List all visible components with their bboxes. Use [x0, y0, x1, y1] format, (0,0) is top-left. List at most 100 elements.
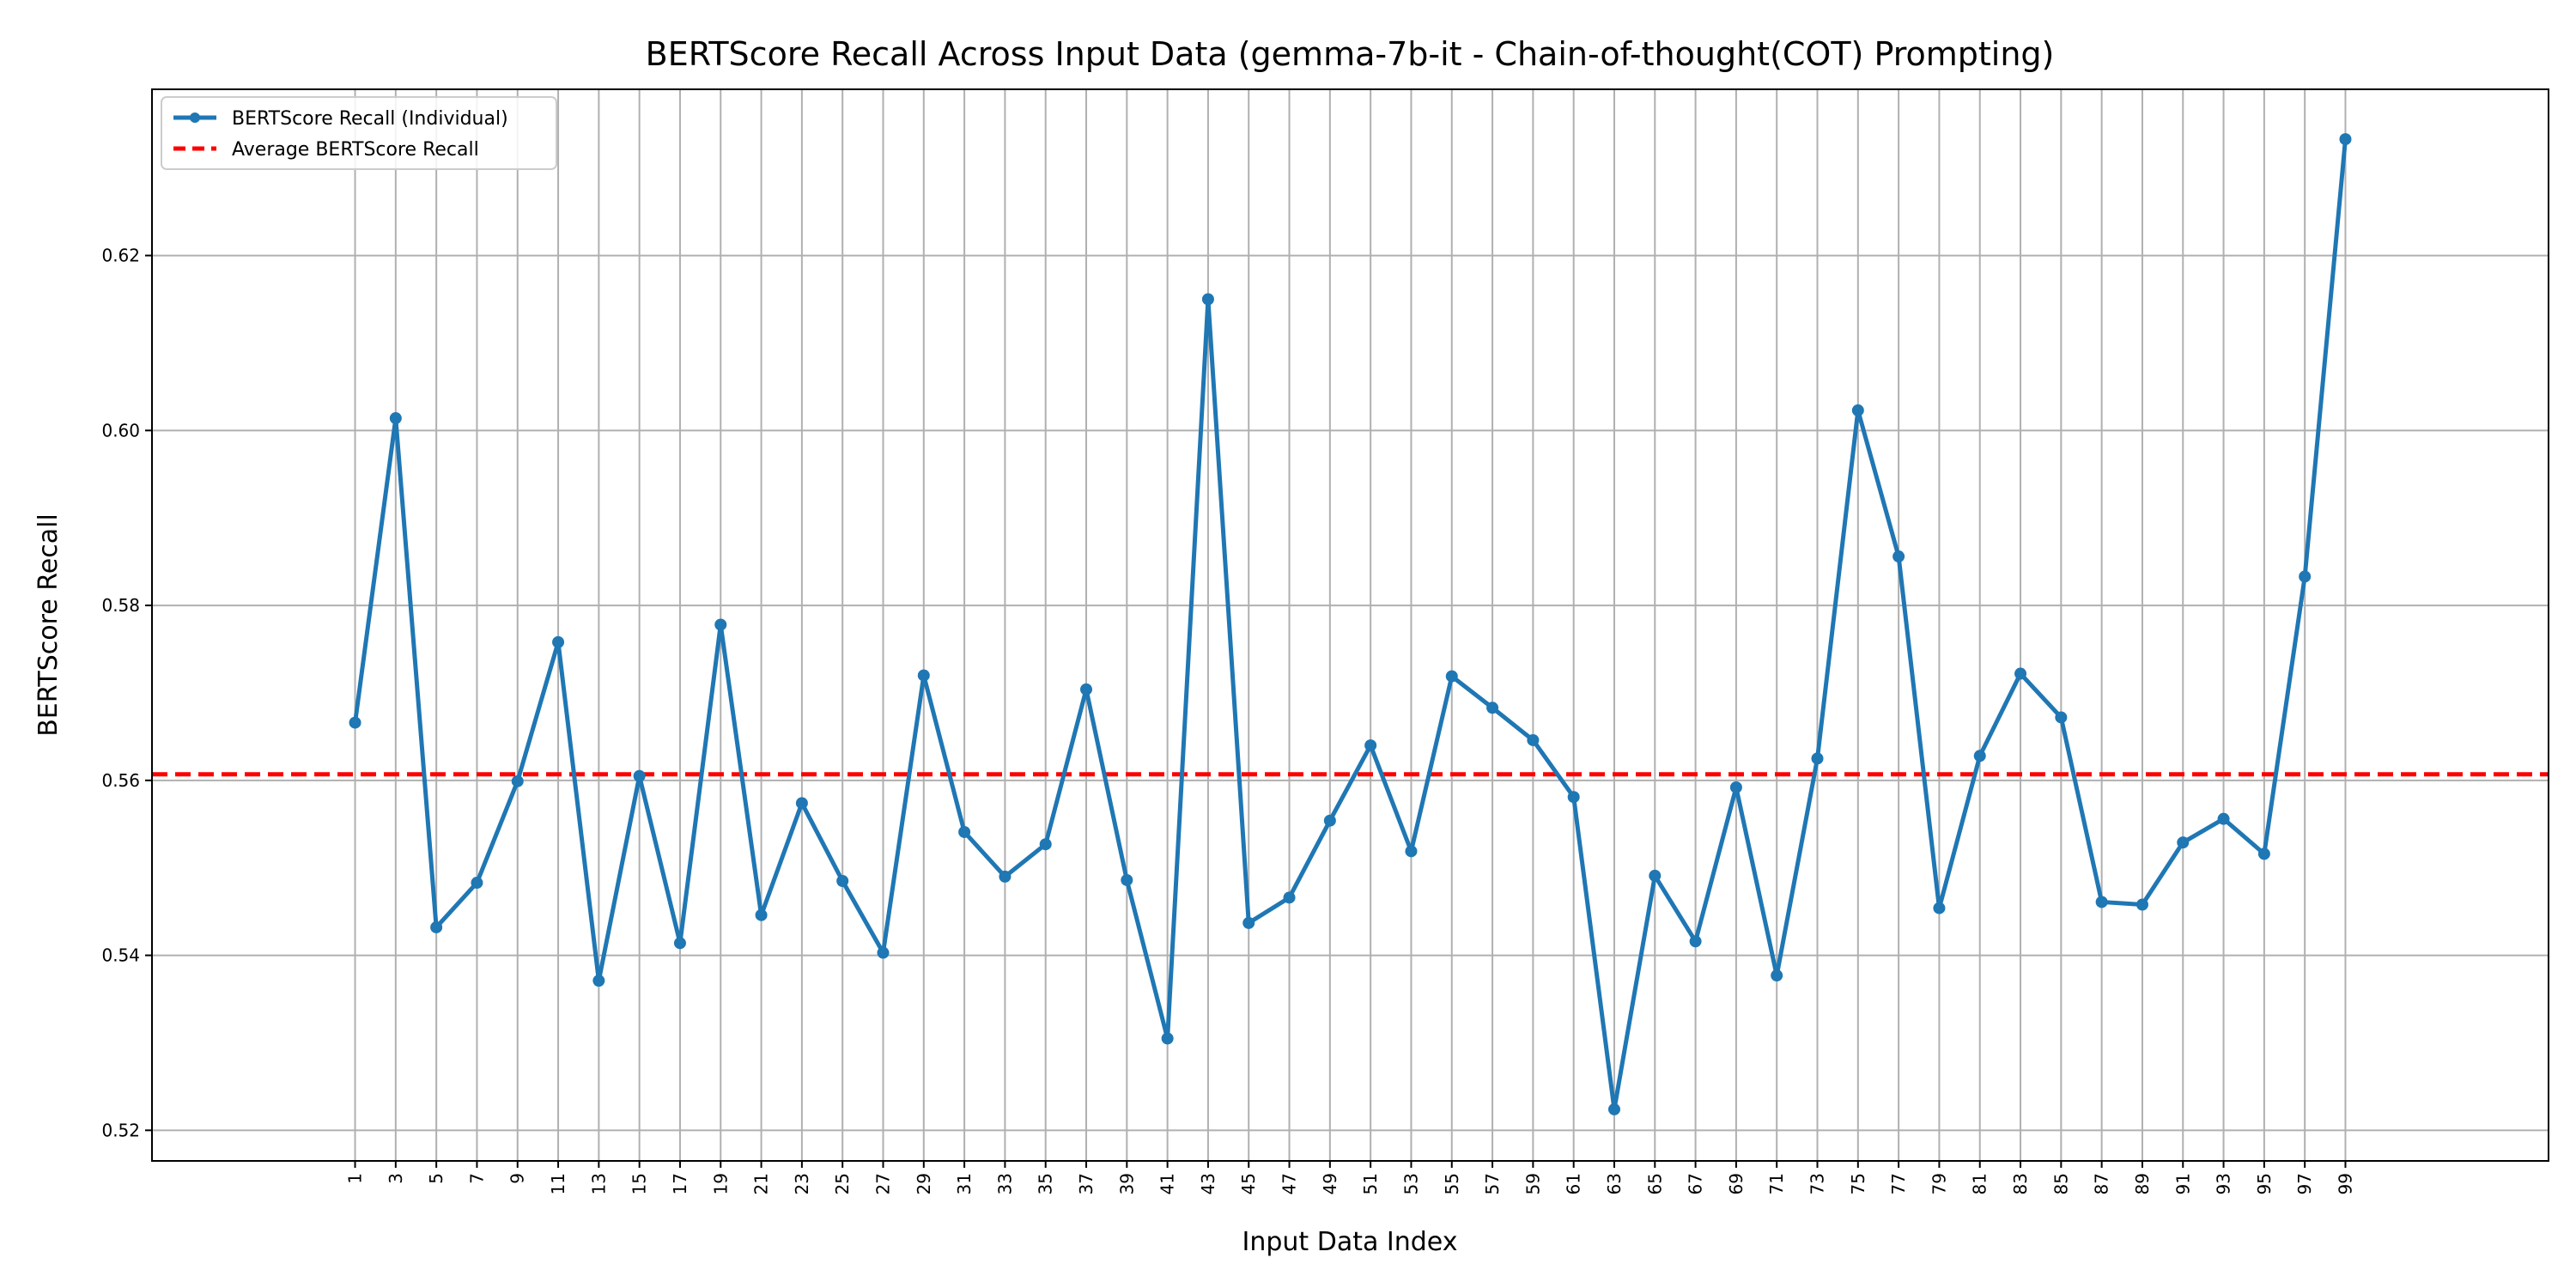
series-layer [349, 133, 2352, 1115]
data-point [1933, 902, 1946, 914]
x-tick-label: 45 [1238, 1173, 1259, 1194]
data-point [1893, 550, 1905, 563]
data-point [2014, 667, 2027, 680]
data-point [999, 870, 1012, 883]
y-tick-label: 0.56 [101, 770, 140, 791]
data-point [2217, 812, 2230, 825]
x-tick-label: 17 [670, 1173, 690, 1194]
data-point [2299, 570, 2312, 583]
data-point [795, 797, 808, 810]
x-tick-label: 59 [1522, 1173, 1543, 1194]
x-tick-label: 7 [466, 1173, 487, 1184]
data-point [1405, 845, 1418, 858]
x-tick-label: 89 [2132, 1173, 2153, 1194]
gridlines [152, 89, 2549, 1161]
x-axis-label: Input Data Index [1242, 1227, 1458, 1257]
data-point [2257, 848, 2270, 860]
x-tick-label: 21 [751, 1173, 772, 1194]
x-tick-label: 39 [1116, 1173, 1137, 1194]
data-point [1729, 781, 1742, 793]
data-point [389, 412, 402, 425]
data-point [2055, 711, 2068, 724]
x-tick-label: 91 [2172, 1173, 2193, 1194]
x-tick-label: 71 [1766, 1173, 1787, 1194]
x-tick-label: 49 [1320, 1173, 1340, 1194]
x-tick-label: 19 [710, 1173, 731, 1194]
data-point [2136, 898, 2148, 911]
x-tick-label: 15 [629, 1173, 650, 1194]
x-tick-label: 69 [1726, 1173, 1747, 1194]
x-tick-label: 97 [2294, 1173, 2315, 1194]
data-point [1567, 791, 1580, 804]
data-point [836, 874, 849, 887]
data-point [755, 908, 768, 921]
x-tick-label: 73 [1807, 1173, 1828, 1194]
data-point [1283, 891, 1296, 904]
data-point [1445, 670, 1458, 683]
series-line [353, 138, 2348, 1112]
y-tick-label: 0.60 [101, 420, 140, 440]
x-tick-label: 77 [1888, 1173, 1909, 1194]
x-tick-label: 83 [2010, 1173, 2031, 1194]
y-tick-label: 0.62 [101, 246, 140, 266]
x-tick-label: 47 [1279, 1173, 1300, 1194]
x-tick-label: 53 [1400, 1173, 1421, 1194]
x-tick-label: 13 [588, 1173, 609, 1194]
x-tick-label: 65 [1644, 1173, 1665, 1194]
x-tick-label: 29 [914, 1173, 934, 1194]
data-point [349, 716, 361, 729]
data-point [1649, 869, 1662, 882]
chart-title: BERTScore Recall Across Input Data (gemm… [646, 35, 2055, 73]
data-point [673, 937, 686, 950]
data-point [1973, 750, 1986, 762]
x-tick-label: 95 [2254, 1173, 2275, 1194]
x-tick-label: 63 [1604, 1173, 1625, 1194]
data-point [592, 975, 605, 987]
x-tick-label: 43 [1198, 1173, 1218, 1194]
x-tick-label: 61 [1564, 1173, 1584, 1194]
data-point [471, 877, 483, 890]
x-tick-label: 57 [1482, 1173, 1503, 1194]
y-axis-label: BERTScore Recall [33, 513, 64, 737]
x-tick-label: 55 [1442, 1173, 1462, 1194]
x-tick-label: 5 [426, 1173, 447, 1184]
data-point [714, 618, 727, 631]
x-tick-label: 37 [1076, 1173, 1097, 1194]
data-point [1527, 733, 1540, 746]
data-point [1039, 838, 1052, 851]
data-point [917, 669, 930, 682]
data-point [1851, 404, 1864, 416]
legend-series-marker [190, 112, 200, 123]
plot-frame [151, 88, 2549, 1162]
data-point [633, 769, 646, 782]
legend: BERTScore Recall (Individual) Average BE… [161, 96, 557, 170]
data-point [1607, 1103, 1620, 1115]
x-tick-label: 93 [2214, 1173, 2234, 1194]
x-tick-label: 33 [994, 1173, 1015, 1194]
data-point [877, 946, 890, 959]
data-point [2339, 133, 2352, 146]
x-tick-label: 3 [386, 1173, 406, 1184]
x-tick-label: 1 [345, 1173, 366, 1184]
data-point [430, 920, 443, 933]
data-point [1486, 702, 1499, 714]
legend-series-label: BERTScore Recall (Individual) [232, 108, 508, 130]
data-point [1364, 739, 1377, 752]
data-point [2095, 896, 2108, 908]
data-point [1811, 752, 1824, 765]
data-point [1771, 969, 1783, 982]
data-point [1161, 1032, 1174, 1045]
x-tick-label: 41 [1157, 1173, 1178, 1194]
data-point [1201, 293, 1214, 306]
data-point [2177, 836, 2190, 849]
x-tick-label: 79 [1929, 1173, 1949, 1194]
data-point [1121, 873, 1133, 886]
x-tick-label: 25 [832, 1173, 853, 1194]
legend-average-label: Average BERTScore Recall [232, 139, 479, 161]
plot-area [152, 89, 2549, 1161]
x-tick-label: 85 [2050, 1173, 2071, 1194]
data-point [1323, 814, 1336, 827]
y-tick-label: 0.54 [101, 945, 140, 966]
x-tick-label: 67 [1686, 1173, 1706, 1194]
